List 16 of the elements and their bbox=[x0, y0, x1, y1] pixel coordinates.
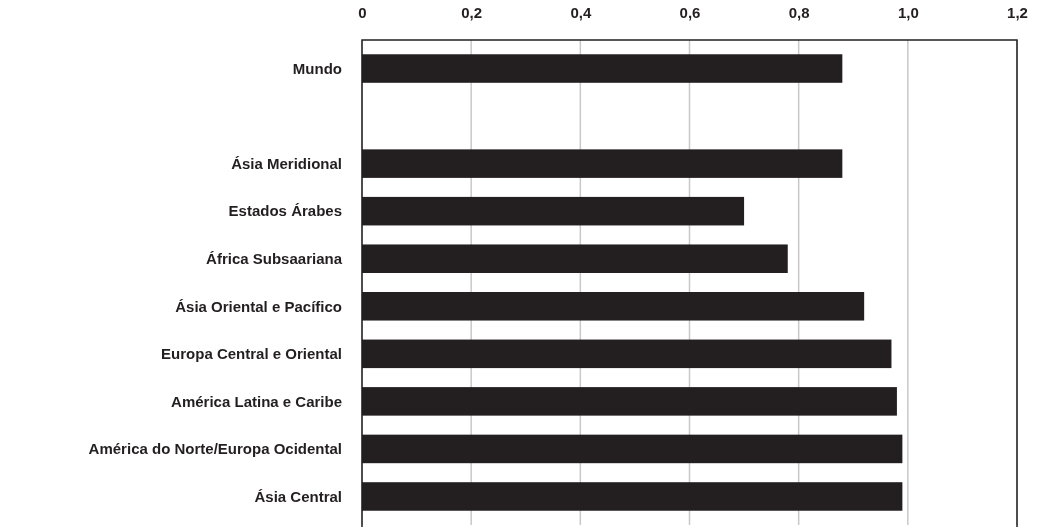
y-tick-label: Estados Árabes bbox=[228, 202, 342, 220]
x-tick-label: 0,6 bbox=[679, 4, 701, 21]
y-tick-label: Ásia Oriental e Pacífico bbox=[175, 297, 342, 315]
y-tick-label: Ásia Meridional bbox=[231, 154, 342, 172]
x-tick-label: 0,4 bbox=[570, 4, 592, 21]
y-tick-label: Europa Central e Oriental bbox=[161, 345, 342, 363]
y-tick-label: África Subsaariana bbox=[206, 249, 343, 267]
y-tick-label: América do Norte/Europa Ocidental bbox=[88, 440, 342, 458]
x-tick-label: 1,0 bbox=[897, 4, 919, 21]
x-tick-label: 1,2 bbox=[1007, 4, 1028, 21]
y-tick-label: Mundo bbox=[292, 59, 342, 77]
x-tick-label: 0,8 bbox=[788, 4, 810, 21]
y-tick-label: Ásia Central bbox=[254, 487, 342, 505]
x-tick-label: 0 bbox=[358, 4, 367, 21]
y-tick-label: América Latina e Caribe bbox=[171, 392, 342, 410]
x-tick-label: 0,2 bbox=[461, 4, 483, 21]
